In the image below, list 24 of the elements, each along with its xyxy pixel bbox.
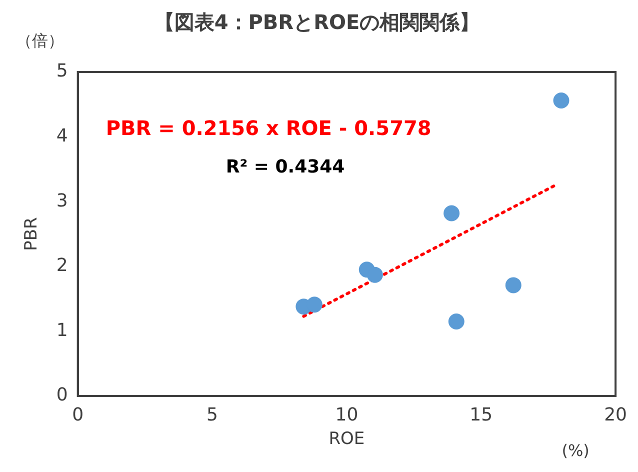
text: (%) xyxy=(562,441,590,460)
y-tick-label: 5 xyxy=(56,60,68,82)
x-tick-label: 15 xyxy=(470,404,493,426)
annotation: PBR = 0.2156 x ROE - 0.5778 xyxy=(106,116,432,140)
point xyxy=(553,92,570,109)
x-tick-label: 10 xyxy=(335,404,358,426)
chart-title: 【図表4：PBRとROEの相関関係】 xyxy=(154,10,480,34)
y-axis-title: PBR xyxy=(22,216,42,251)
point xyxy=(366,266,383,283)
y-tick-label: 4 xyxy=(56,125,68,146)
point xyxy=(306,296,322,313)
point xyxy=(505,277,522,294)
y-tick-label: 0 xyxy=(56,384,68,406)
x-axis-title: ROE xyxy=(328,429,365,450)
x-tick-label: 20 xyxy=(604,404,627,426)
annotation: R² = 0.4344 xyxy=(226,156,345,178)
point xyxy=(448,313,464,330)
point xyxy=(444,205,460,222)
y-tick-label: 2 xyxy=(56,255,68,276)
y-tick-label: 3 xyxy=(56,190,68,212)
y-tick-label: 1 xyxy=(56,320,68,341)
x-tick-label: 0 xyxy=(72,404,84,426)
text: （倍） xyxy=(16,31,64,50)
x-tick-label: 5 xyxy=(206,404,218,426)
